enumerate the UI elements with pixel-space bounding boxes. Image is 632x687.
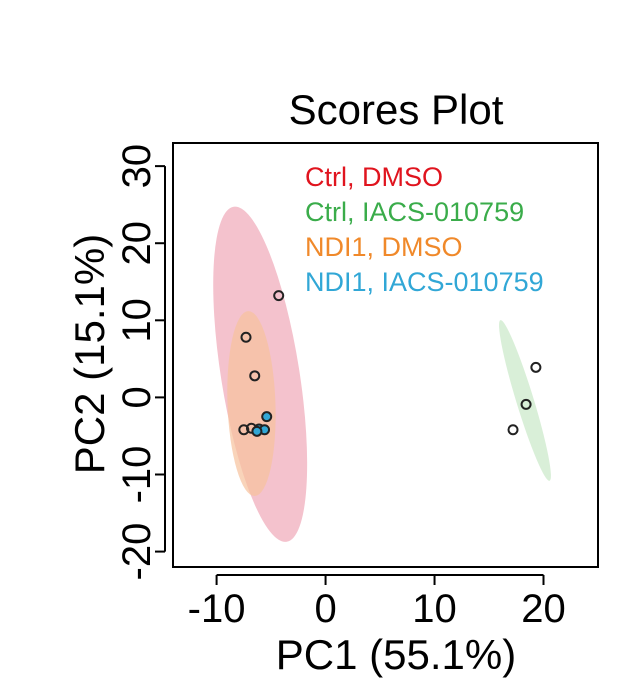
x-tick-label: 0 xyxy=(314,587,336,631)
data-point xyxy=(251,425,263,437)
y-tick-label: 10 xyxy=(115,298,159,343)
data-point xyxy=(249,370,261,382)
y-axis-label: PC2 (15.1%) xyxy=(66,234,113,474)
legend-entry: NDI1, DMSO xyxy=(305,232,463,262)
y-axis: -20 -10 0 10 20 30 xyxy=(115,144,166,581)
data-point xyxy=(240,331,252,343)
y-tick-label: -20 xyxy=(115,523,159,581)
y-tick-label: -10 xyxy=(115,446,159,504)
legend-entry: NDI1, IACS-010759 xyxy=(305,267,544,297)
plot-frame xyxy=(172,142,599,568)
x-tick-label: 10 xyxy=(412,587,457,631)
x-tick-label: 20 xyxy=(521,587,566,631)
data-point xyxy=(261,411,273,423)
data-point xyxy=(507,424,519,436)
legend: Ctrl, DMSO Ctrl, IACS-010759 NDI1, DMSO NDI… xyxy=(305,162,544,297)
x-axis: -10 0 10 20 xyxy=(188,574,566,631)
data-point xyxy=(238,424,250,436)
legend-entry: Ctrl, IACS-010759 xyxy=(305,197,524,227)
data-point xyxy=(530,361,542,373)
y-tick-label: 20 xyxy=(115,221,159,266)
data-point xyxy=(520,398,532,410)
y-tick-label: 0 xyxy=(115,386,159,408)
x-tick-label: -10 xyxy=(188,587,246,631)
x-axis-label: PC1 (55.1%) xyxy=(276,631,516,678)
legend-entry: Ctrl, DMSO xyxy=(305,162,443,192)
data-point xyxy=(273,290,285,302)
confidence-ellipse-3 xyxy=(227,311,276,497)
score-points xyxy=(238,290,542,437)
y-tick-label: 30 xyxy=(115,144,159,189)
chart-title: Scores Plot xyxy=(289,86,504,133)
